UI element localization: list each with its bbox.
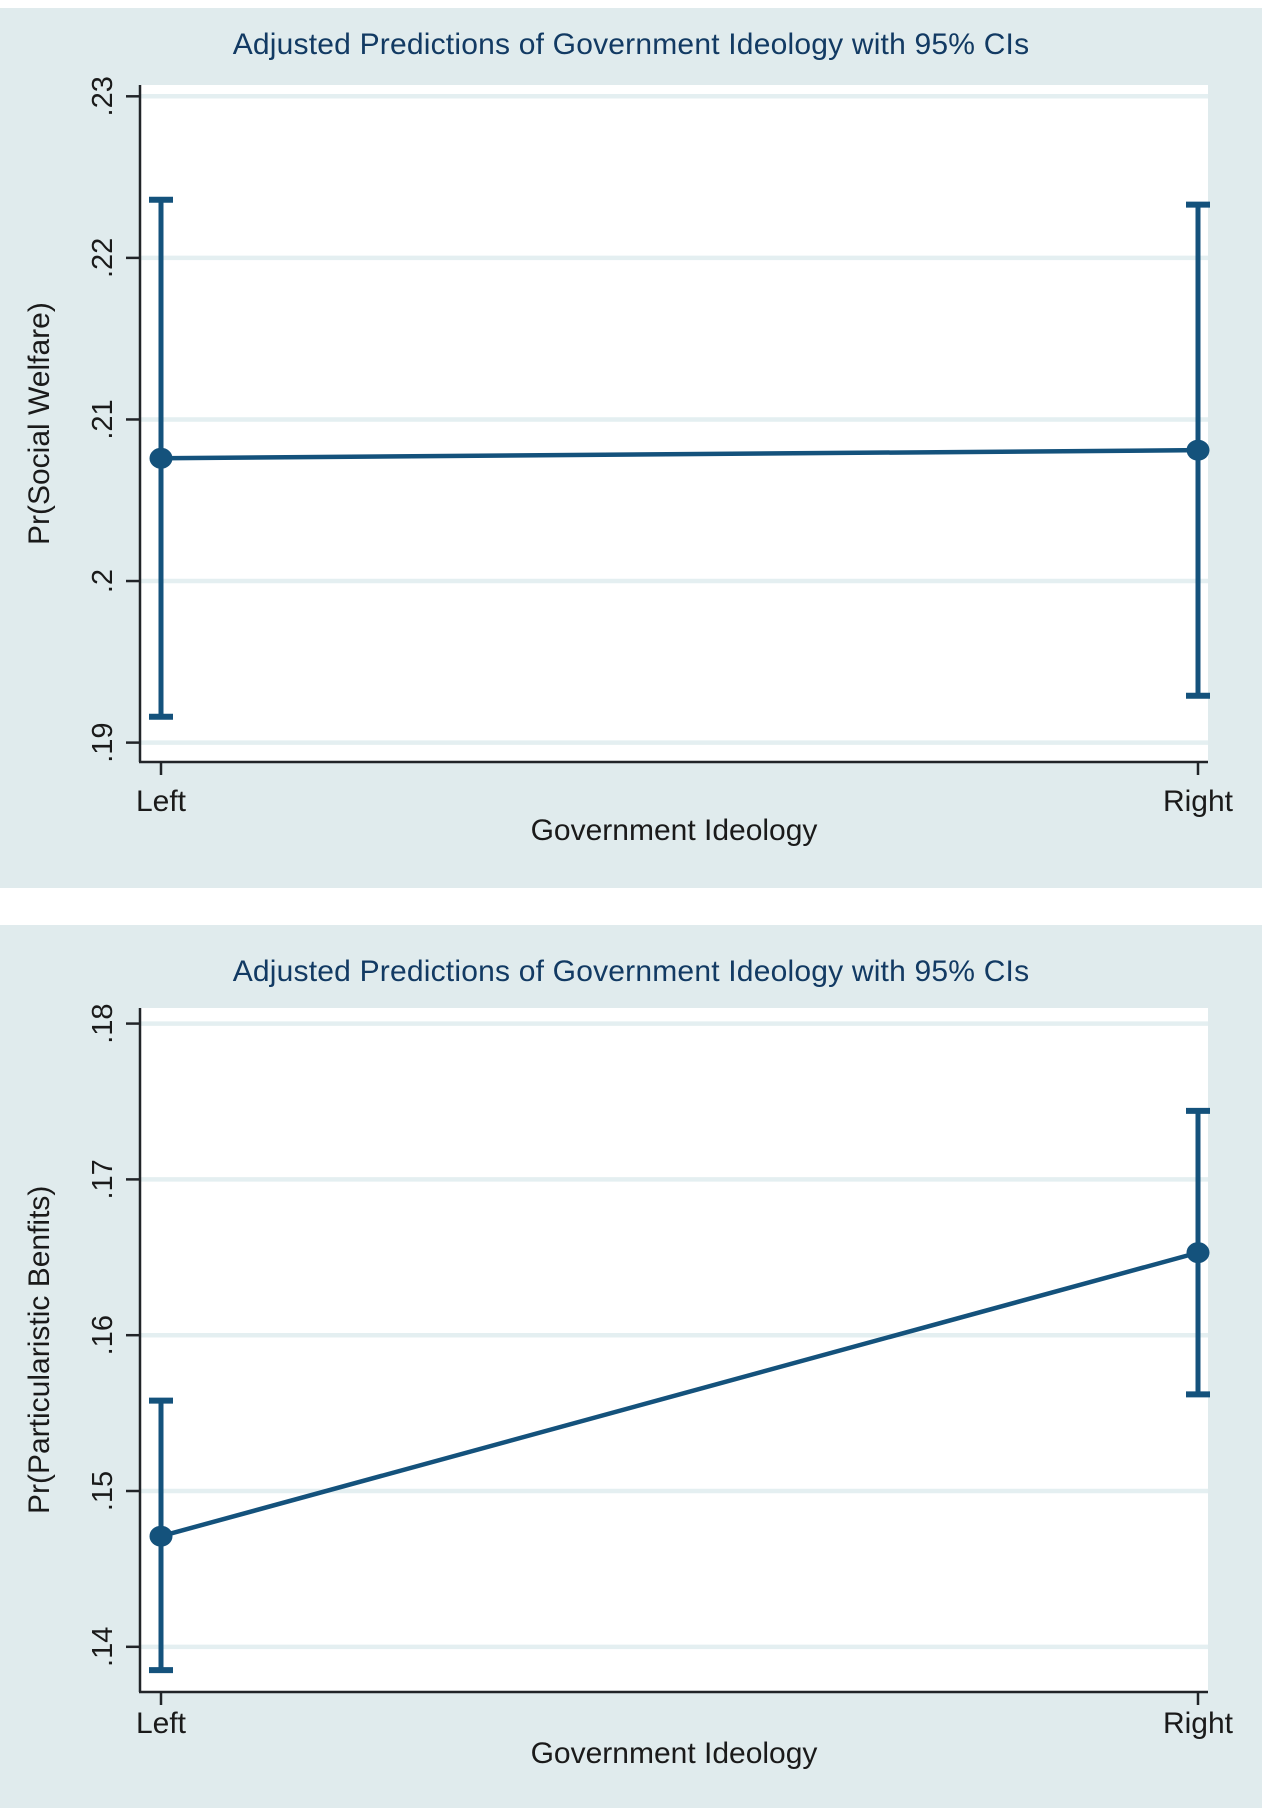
y-tick-label: .18: [87, 1003, 119, 1043]
y-axis-title: Pr(Social Welfare): [23, 302, 56, 545]
y-tick-label: .19: [87, 722, 119, 762]
plot-area: [140, 85, 1208, 762]
data-point-marker: [1186, 439, 1210, 461]
chart-title: Adjusted Predictions of Government Ideol…: [232, 28, 1030, 61]
social-welfare-plot: .19 .2 .21 .22 .23 Left Right: [87, 76, 1234, 818]
x-category-label: Left: [136, 1707, 187, 1740]
data-point-marker: [1186, 1242, 1210, 1264]
y-tick-label: .2: [87, 569, 119, 593]
y-tick-label: .23: [87, 76, 119, 116]
y-tick-label: .17: [87, 1159, 119, 1199]
particularistic-benefits-plot: .14 .15 .16 .17 .18 Left Right: [87, 1003, 1234, 1740]
plot-area: [140, 1008, 1208, 1692]
x-category-label: Right: [1163, 785, 1234, 818]
social-welfare-chart-panel: .19 .2 .21 .22 .23 Left Right Adjusted Predict…: [0, 8, 1262, 888]
y-tick-label: .15: [87, 1471, 119, 1511]
data-point-marker: [149, 1525, 173, 1547]
data-point-marker: [149, 447, 173, 469]
x-axis-title: Government Ideology: [530, 814, 818, 847]
chart-title: Adjusted Predictions of Government Ideol…: [232, 955, 1030, 988]
particularistic-benefits-chart-panel: .14 .15 .16 .17 .18 Left Right Adjusted Predic…: [0, 925, 1262, 1808]
y-tick-label: .22: [87, 238, 119, 278]
x-category-label: Right: [1163, 1707, 1234, 1740]
x-category-label: Left: [136, 785, 187, 818]
y-axis-title: Pr(Particularistic Benfits): [23, 1185, 56, 1515]
y-tick-label: .14: [87, 1627, 119, 1667]
y-tick-label: .21: [87, 399, 119, 439]
x-axis-title: Government Ideology: [530, 1737, 818, 1770]
trend-line: [160, 447, 1199, 461]
trend-line: [160, 1250, 1199, 1539]
y-tick-label: .16: [87, 1315, 119, 1355]
